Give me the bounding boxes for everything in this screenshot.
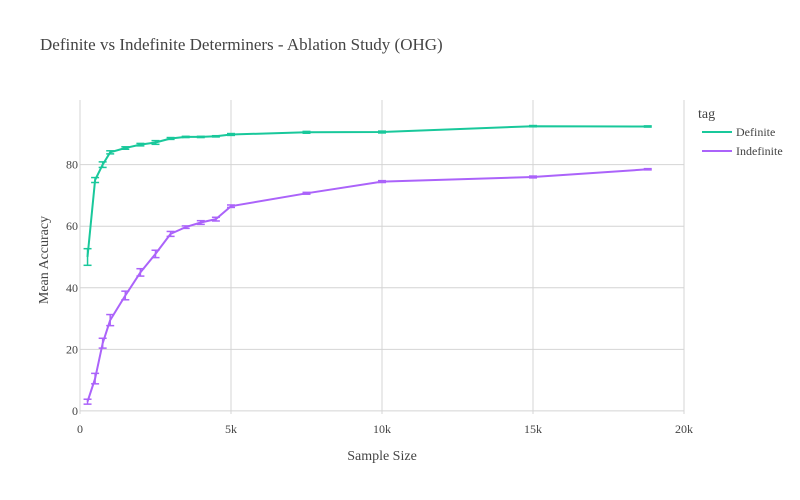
error-bar <box>211 216 220 222</box>
error-bar <box>121 146 130 151</box>
error-bar <box>136 267 145 277</box>
legend[interactable]: tag Definite Indefinite <box>698 107 783 158</box>
y-axis-title: Mean Accuracy <box>37 216 52 304</box>
error-bar <box>302 191 311 195</box>
error-bar <box>211 134 220 138</box>
series-line-indefinite <box>86 168 648 403</box>
y-tick-label: 80 <box>66 158 78 172</box>
error-bar <box>106 150 115 155</box>
plot-area <box>83 124 652 405</box>
error-bar <box>643 167 652 171</box>
x-tick-label: 5k <box>225 422 237 436</box>
axis-ticks: 0 20 40 60 80 0 5k 10k 15k 20k <box>66 158 693 436</box>
error-bar <box>643 125 652 128</box>
error-bar <box>302 130 311 134</box>
error-bar <box>83 247 92 267</box>
legend-label: Indefinite <box>736 144 783 158</box>
error-bar <box>121 290 130 301</box>
error-bar <box>378 179 386 184</box>
series-line-definite <box>86 125 648 258</box>
error-bar <box>91 176 100 184</box>
x-tick-label: 20k <box>675 422 693 436</box>
error-bar <box>151 249 160 259</box>
legend-title: tag <box>698 107 715 122</box>
y-tick-label: 40 <box>66 281 78 295</box>
grid <box>79 100 685 414</box>
y-tick-label: 60 <box>66 219 78 233</box>
error-bar <box>227 132 235 137</box>
error-bar <box>166 136 175 141</box>
legend-item-definite[interactable]: Definite <box>702 125 775 139</box>
error-bar <box>227 204 235 209</box>
x-axis-title: Sample Size <box>347 449 417 464</box>
error-bar <box>98 161 107 169</box>
error-bar <box>529 124 537 128</box>
error-bar <box>378 130 386 134</box>
y-tick-label: 20 <box>66 342 78 356</box>
error-bar <box>83 398 92 405</box>
error-bar <box>181 135 190 139</box>
error-bar <box>91 372 100 385</box>
error-bar <box>166 230 175 238</box>
legend-item-indefinite[interactable]: Indefinite <box>702 144 783 158</box>
x-tick-label: 15k <box>524 422 542 436</box>
error-bar <box>136 142 145 147</box>
x-tick-label: 0 <box>77 422 83 436</box>
error-bar <box>529 175 537 179</box>
x-tick-label: 10k <box>373 422 391 436</box>
error-bar <box>106 313 115 327</box>
error-bar <box>98 337 107 349</box>
error-bar <box>151 139 160 146</box>
error-bar <box>196 135 205 139</box>
chart-title: Definite vs Indefinite Determiners - Abl… <box>40 35 443 54</box>
y-tick-label: 0 <box>72 404 78 418</box>
legend-label: Definite <box>736 125 775 139</box>
error-bar <box>196 219 205 226</box>
error-bar <box>181 225 190 230</box>
